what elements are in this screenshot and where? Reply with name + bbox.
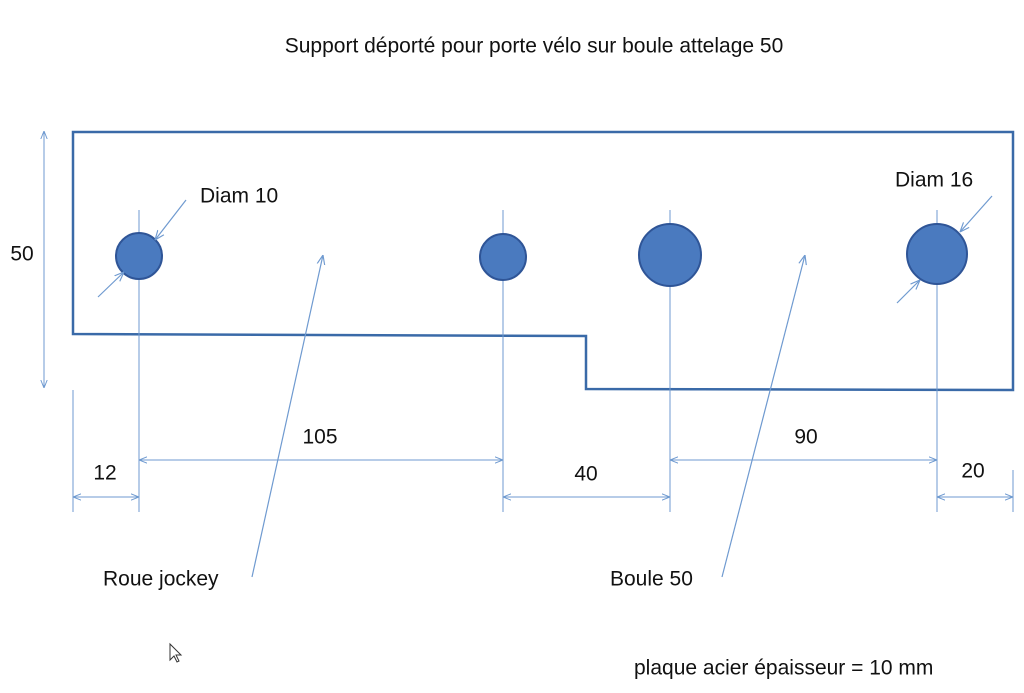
- dimension-arrows: [44, 131, 1013, 497]
- note: plaque acier épaisseur = 10 mm: [634, 657, 933, 680]
- hole: [638, 223, 702, 287]
- hole-label: Diam 10: [200, 185, 278, 208]
- dimension-label: 12: [93, 462, 116, 485]
- dimension-label: 50: [10, 243, 33, 266]
- hole: [479, 233, 527, 281]
- plate-outline: [71, 130, 1015, 392]
- hole-label: Diam 16: [895, 169, 973, 192]
- title: Support déporté pour porte vélo sur boul…: [285, 35, 784, 58]
- leader-lines: [97, 195, 993, 578]
- mouse-cursor: [169, 642, 183, 663]
- dimension-label: 90: [794, 426, 817, 449]
- callout-label: Roue jockey: [103, 568, 219, 591]
- hole: [906, 223, 968, 285]
- extension-lines: [72, 210, 1014, 512]
- dimension-label: 40: [574, 463, 597, 486]
- dimension-label: 20: [961, 460, 984, 483]
- dimension-label: 105: [302, 426, 337, 449]
- hole: [115, 232, 163, 280]
- callout-label: Boule 50: [610, 568, 693, 591]
